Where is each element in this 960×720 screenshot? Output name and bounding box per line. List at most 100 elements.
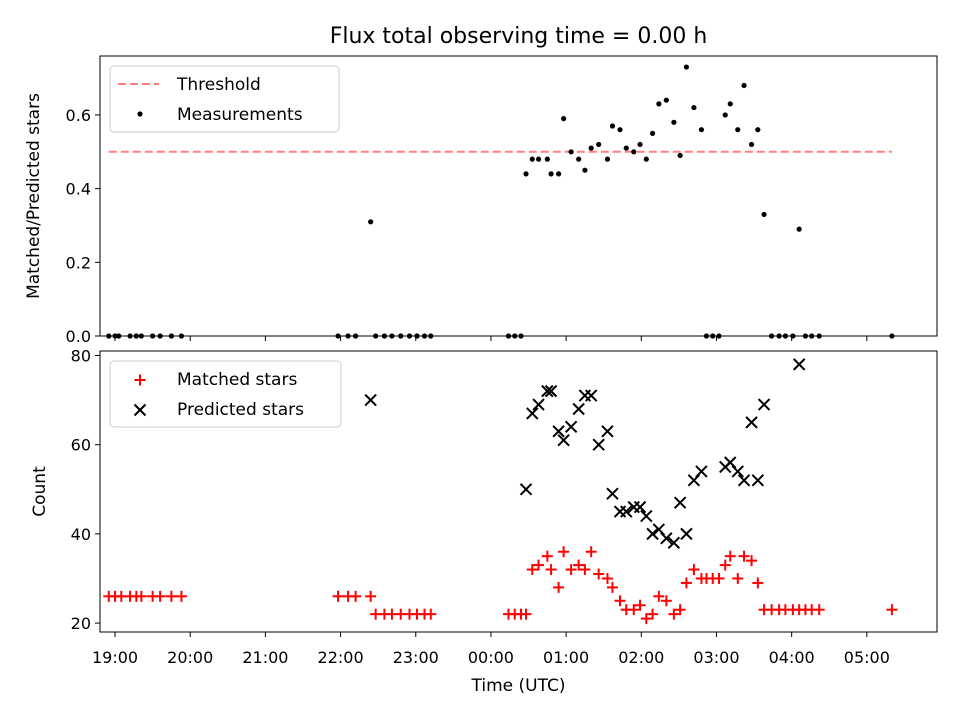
measurement-point [761, 211, 767, 218]
matched-star-point [332, 590, 344, 602]
x-marker-b [751, 474, 765, 487]
bottom-y-tick-label: 40 [71, 525, 91, 544]
measurement-point [631, 149, 637, 155]
x-marker-b [792, 358, 806, 371]
matched-star-point [614, 595, 626, 607]
predicted-star-point [646, 527, 659, 541]
matched-star-point [526, 564, 538, 576]
x-marker-b [646, 527, 659, 541]
x-tick-label: 21:00 [242, 648, 288, 667]
measurement-point [741, 82, 747, 89]
measurement-point [722, 112, 728, 118]
matched-star-point [533, 559, 545, 571]
matched-star-point [585, 546, 597, 558]
measurement-point [735, 127, 741, 133]
measurement-point [677, 152, 683, 159]
matched-star-point [813, 604, 825, 616]
matched-star-point [752, 577, 764, 589]
predicted-star-point [745, 416, 758, 429]
matched-star-point [738, 550, 750, 562]
matched-star-point [593, 568, 605, 580]
matched-star-point [640, 613, 652, 625]
predicted-star-point [541, 384, 554, 398]
predicted-star-point [620, 505, 633, 518]
matched-star-point [175, 590, 187, 602]
top-y-tick-label: 0.6 [66, 106, 91, 125]
predicted-star-point [751, 474, 765, 487]
predicted-star-point [606, 487, 619, 500]
bottom-y-tick-label: 20 [71, 614, 91, 633]
measurement-point [683, 64, 690, 70]
legend-matched-label: Matched stars [177, 370, 297, 390]
x-marker-b [592, 438, 605, 451]
matched-star-point [165, 590, 177, 602]
x-marker-b [606, 487, 619, 500]
x-marker-b [572, 402, 585, 416]
measurement-point [535, 156, 542, 162]
x-marker-b [667, 536, 681, 550]
measurement-point [649, 130, 656, 136]
matched-star-point [601, 572, 613, 584]
top-y-tick-label: 0.2 [66, 253, 91, 272]
top-y-tick-label: 0.0 [66, 327, 91, 346]
top-x-axis-ticks [114, 336, 868, 341]
matched-star-point [746, 555, 758, 567]
predicted-star-point [584, 389, 598, 402]
matched-star-point [713, 572, 725, 584]
legend-predicted-swatch [133, 403, 147, 417]
top-y-tick-label: 0.4 [66, 180, 91, 199]
legend-measurement-swatch [137, 111, 143, 117]
matched-star-point [565, 564, 577, 576]
measurement-point [727, 101, 733, 107]
matched-star-point [668, 608, 680, 620]
predicted-star-point [731, 465, 744, 478]
top-y-axis-label: Matched/Predicted stars [24, 93, 44, 299]
legend-measurement-label: Measurements [177, 105, 303, 125]
measurement-point [623, 145, 629, 151]
bottom-x-axis-ticks: 19:00 20:00 21:00 22:00 23:00 00:00 01:00 02:00… [92, 632, 890, 667]
x-tick-label: 03:00 [693, 648, 739, 667]
predicted-star-point [564, 420, 578, 434]
matched-star-point [579, 564, 591, 576]
predicted-star-point [680, 527, 693, 541]
legend-box [109, 65, 340, 133]
measurement-point [617, 127, 623, 133]
bottom-legend: Matched stars Predicted stars [109, 360, 342, 428]
x-marker-b [757, 398, 771, 411]
x-marker-b [519, 483, 533, 496]
measurement-point [643, 156, 649, 162]
legend-threshold-label: Threshold [176, 75, 261, 95]
matched-star-point [732, 572, 744, 584]
predicted-star-point [572, 402, 585, 416]
x-marker-b [601, 425, 614, 438]
measurement-point [656, 101, 662, 107]
x-marker-b [652, 523, 666, 536]
predicted-star-point [667, 536, 681, 550]
bottom-plot-frame [99, 350, 938, 633]
measurement-point [663, 97, 669, 103]
x-marker-b [584, 389, 598, 402]
measurement-point [555, 171, 562, 177]
predicted-star-point [601, 425, 614, 438]
x-tick-label: 19:00 [92, 648, 138, 667]
x-axis-label: Time (UTC) [471, 676, 566, 696]
x-marker-b [695, 465, 708, 478]
matched-star-point [553, 581, 565, 593]
top-plot-frame [99, 55, 938, 337]
x-tick-label: 02:00 [618, 648, 664, 667]
x-tick-label: 04:00 [769, 648, 815, 667]
matched-star-point [886, 604, 898, 616]
matched-star-point [680, 577, 692, 589]
predicted-star-point [792, 358, 806, 371]
bottom-plot-panel: 20 40 60 80 19:00 20:00 21:00 22:00 23:00 00:00 0… [30, 346, 938, 696]
x-marker-b [660, 532, 673, 545]
matched-star-point [634, 599, 646, 611]
x-marker-b [557, 433, 570, 447]
chart-title: Flux total observing time = 0.00 h [330, 24, 708, 49]
measurement-point [604, 156, 611, 162]
measurement-point [748, 141, 755, 148]
matched-star-point [573, 559, 585, 571]
measurement-point [582, 167, 588, 173]
measurement-point [796, 226, 802, 232]
